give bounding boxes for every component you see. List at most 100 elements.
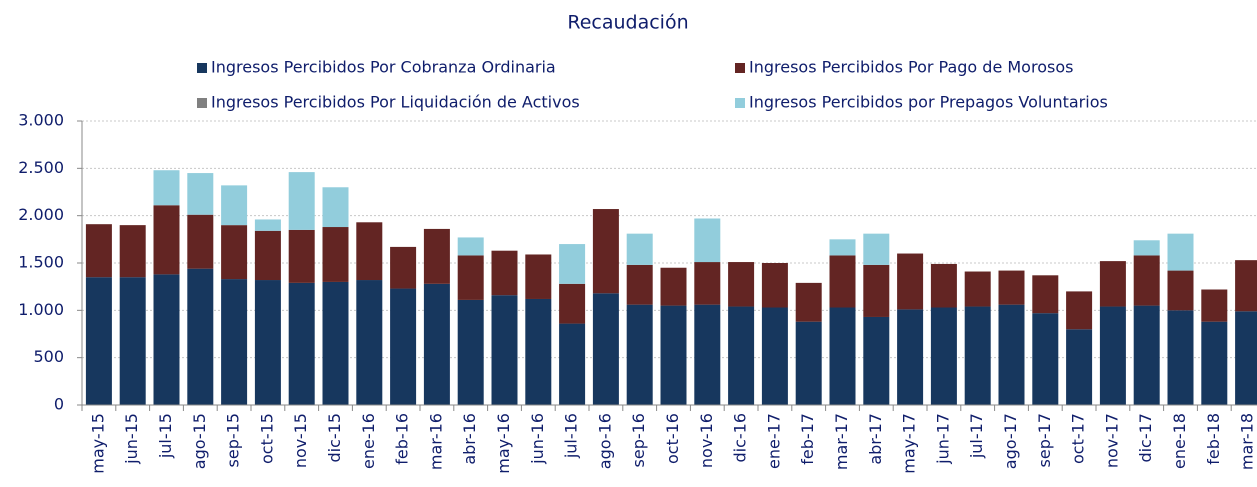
bar-segment xyxy=(559,244,586,284)
x-tick-label: ago-17 xyxy=(1001,413,1020,469)
bar-segment xyxy=(423,283,450,405)
bar-segment xyxy=(998,270,1025,305)
x-tick-label: oct-15 xyxy=(257,413,276,464)
bar-segment xyxy=(423,228,450,284)
y-tick-label: 1.500 xyxy=(18,253,64,272)
legend-label: Ingresos Percibidos por Prepagos Volunta… xyxy=(749,93,1108,112)
bar-segment xyxy=(795,321,822,405)
bar-segment xyxy=(221,185,248,226)
bar-segment xyxy=(559,323,586,405)
bar-segment xyxy=(1032,275,1059,314)
bar-segment xyxy=(288,282,315,405)
bar-segment xyxy=(592,293,619,405)
bar-segment xyxy=(998,304,1025,405)
x-tick-label: ene-18 xyxy=(1170,413,1189,469)
bar-segment xyxy=(457,255,484,300)
bar-segment xyxy=(829,239,856,256)
x-tick-label: oct-17 xyxy=(1069,413,1088,464)
x-tick-label: jun-16 xyxy=(528,413,547,465)
bar-segment xyxy=(897,309,924,405)
legend-swatch xyxy=(197,98,207,108)
bar-segment xyxy=(356,222,383,281)
x-tick-label: dic-16 xyxy=(731,413,750,463)
bar-segment xyxy=(964,306,991,405)
bar-segment xyxy=(863,264,890,317)
x-tick-label: oct-16 xyxy=(663,413,682,464)
bar-segment xyxy=(728,262,755,307)
x-tick-label: ene-16 xyxy=(359,413,378,469)
bar-segment xyxy=(1235,260,1257,312)
x-tick-label: nov-17 xyxy=(1102,413,1121,468)
x-tick-label: sep-17 xyxy=(1035,413,1054,467)
bar-segment xyxy=(491,250,518,296)
bar-segment xyxy=(559,283,586,324)
bar-segment xyxy=(1235,311,1257,405)
bar-segment xyxy=(221,279,248,405)
bar-segment xyxy=(221,225,248,280)
x-tick-label: sep-16 xyxy=(629,413,648,467)
x-tick-label: mar-18 xyxy=(1238,413,1257,470)
bar-segment xyxy=(254,280,281,405)
y-tick-label: 1.000 xyxy=(18,300,64,319)
x-tick-label: dic-17 xyxy=(1136,413,1155,463)
bar-segment xyxy=(457,237,484,256)
x-tick-label: jul-15 xyxy=(156,413,175,459)
x-tick-label: mar-17 xyxy=(832,413,851,470)
y-tick-label: 2.000 xyxy=(18,205,64,224)
bar-segment xyxy=(660,267,687,306)
x-tick-label: abr-16 xyxy=(460,413,479,465)
bar-segment xyxy=(660,305,687,405)
bar-segment xyxy=(288,172,315,230)
bar-segment xyxy=(964,271,991,307)
x-tick-label: may-17 xyxy=(900,413,919,474)
x-tick-label: jun-15 xyxy=(122,413,141,465)
x-tick-label: jul-16 xyxy=(562,413,581,459)
y-tick-label: 500 xyxy=(33,347,64,366)
bar-segment xyxy=(930,263,957,308)
bar-segment xyxy=(863,316,890,405)
bar-segment xyxy=(694,218,721,263)
x-tick-label: may-15 xyxy=(88,413,107,474)
x-tick-label: ago-15 xyxy=(190,413,209,469)
x-tick-label: mar-16 xyxy=(426,413,445,470)
bar-segment xyxy=(626,304,653,405)
bar-segment xyxy=(1167,270,1194,311)
legend-label: Ingresos Percibidos Por Cobranza Ordinar… xyxy=(211,58,556,77)
bar-segment xyxy=(85,277,112,405)
bar-segment xyxy=(1167,310,1194,405)
bar-segment xyxy=(1201,321,1228,405)
bar-segment xyxy=(1032,313,1059,405)
x-tick-label: nov-15 xyxy=(291,413,310,468)
bar-segment xyxy=(153,205,180,275)
x-tick-label: feb-18 xyxy=(1204,413,1223,465)
legend-label: Ingresos Percibidos Por Liquidación de A… xyxy=(211,93,580,112)
bar-segment xyxy=(1133,240,1160,256)
bar-segment xyxy=(390,288,417,405)
x-tick-label: dic-15 xyxy=(325,413,344,463)
x-tick-label: may-16 xyxy=(494,413,513,474)
bar-segment xyxy=(1099,306,1126,405)
bar-segment xyxy=(457,299,484,405)
bar-segment xyxy=(119,225,146,278)
bar-segment xyxy=(153,170,180,206)
bar-segment xyxy=(728,306,755,405)
x-tick-label: sep-15 xyxy=(224,413,243,467)
y-tick-label: 0 xyxy=(54,395,64,414)
bar-segment xyxy=(187,214,214,269)
bar-segment xyxy=(626,264,653,305)
bar-segment xyxy=(85,224,112,278)
bar-segment xyxy=(592,209,619,294)
bar-segment xyxy=(626,233,653,265)
chart-title: Recaudación xyxy=(567,12,688,34)
bar-segment xyxy=(1066,329,1093,405)
x-tick-label: jun-17 xyxy=(933,413,952,465)
bar-segment xyxy=(1167,233,1194,271)
x-tick-label: jul-17 xyxy=(967,413,986,459)
bar-segment xyxy=(1201,289,1228,322)
bar-segment xyxy=(322,281,349,405)
bar-segment xyxy=(829,307,856,405)
bar-segment xyxy=(930,307,957,405)
bar-segment xyxy=(356,280,383,405)
bar-segment xyxy=(187,268,214,405)
y-tick-label: 3.000 xyxy=(18,111,64,130)
